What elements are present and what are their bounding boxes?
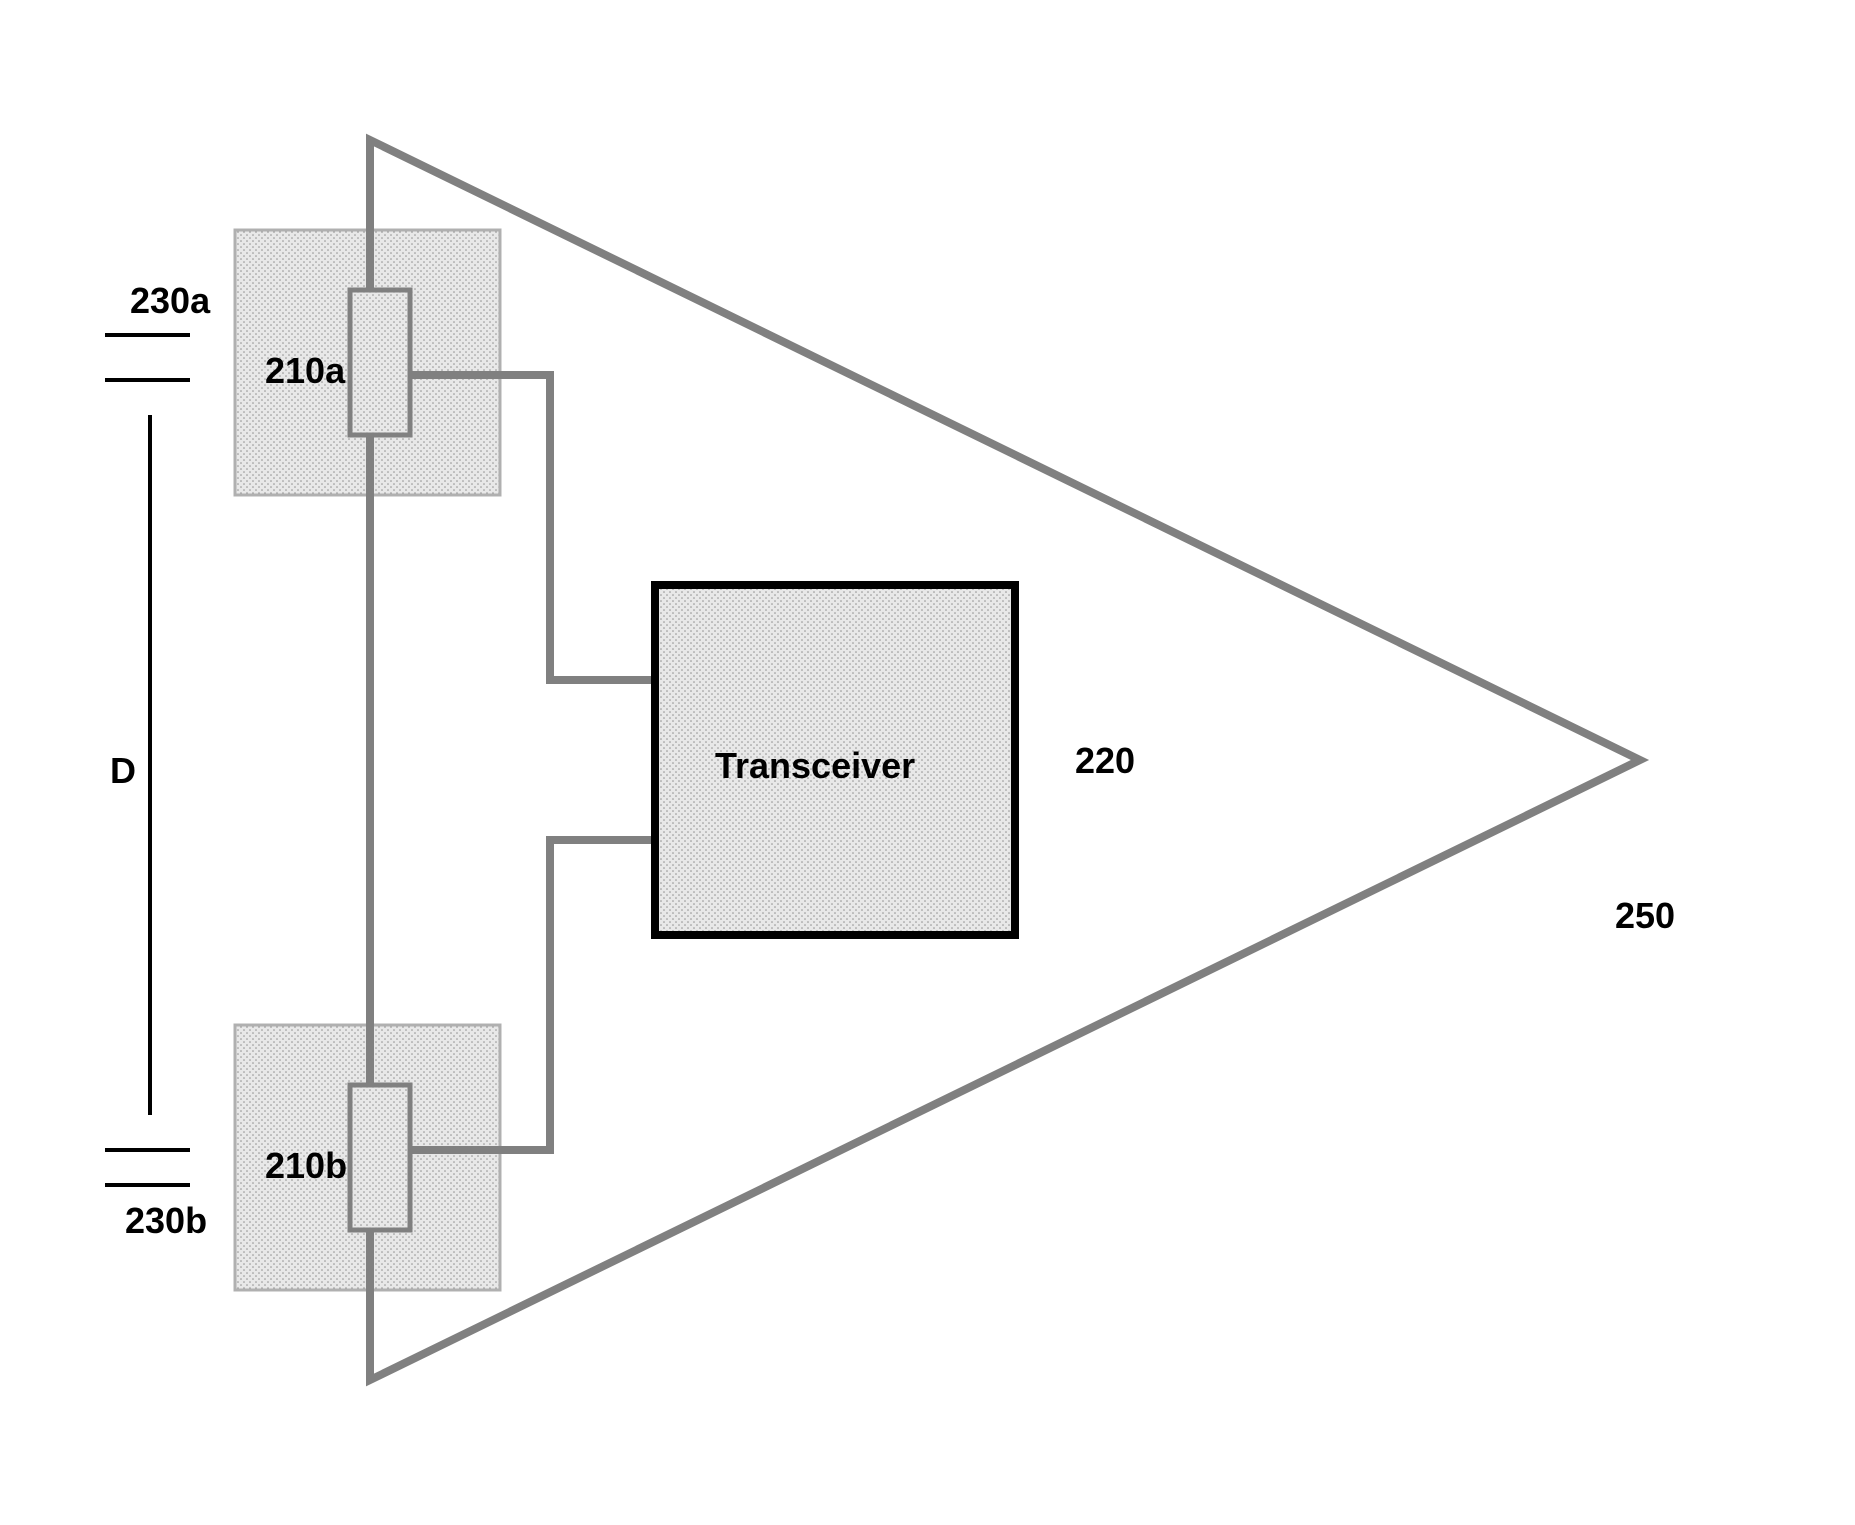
inner-rect-210b bbox=[350, 1085, 410, 1230]
diagram-svg bbox=[0, 0, 1855, 1525]
inner-rect-210a bbox=[350, 290, 410, 435]
label-230a: 230a bbox=[130, 280, 210, 322]
label-210a: 210a bbox=[265, 350, 345, 392]
diagram-container: 230a 210a D Transceiver 220 250 210b 230… bbox=[0, 0, 1855, 1525]
label-220: 220 bbox=[1075, 740, 1135, 782]
label-transceiver: Transceiver bbox=[715, 745, 915, 787]
label-230b: 230b bbox=[125, 1200, 207, 1242]
label-250: 250 bbox=[1615, 895, 1675, 937]
label-210b: 210b bbox=[265, 1145, 347, 1187]
label-D: D bbox=[110, 750, 136, 792]
